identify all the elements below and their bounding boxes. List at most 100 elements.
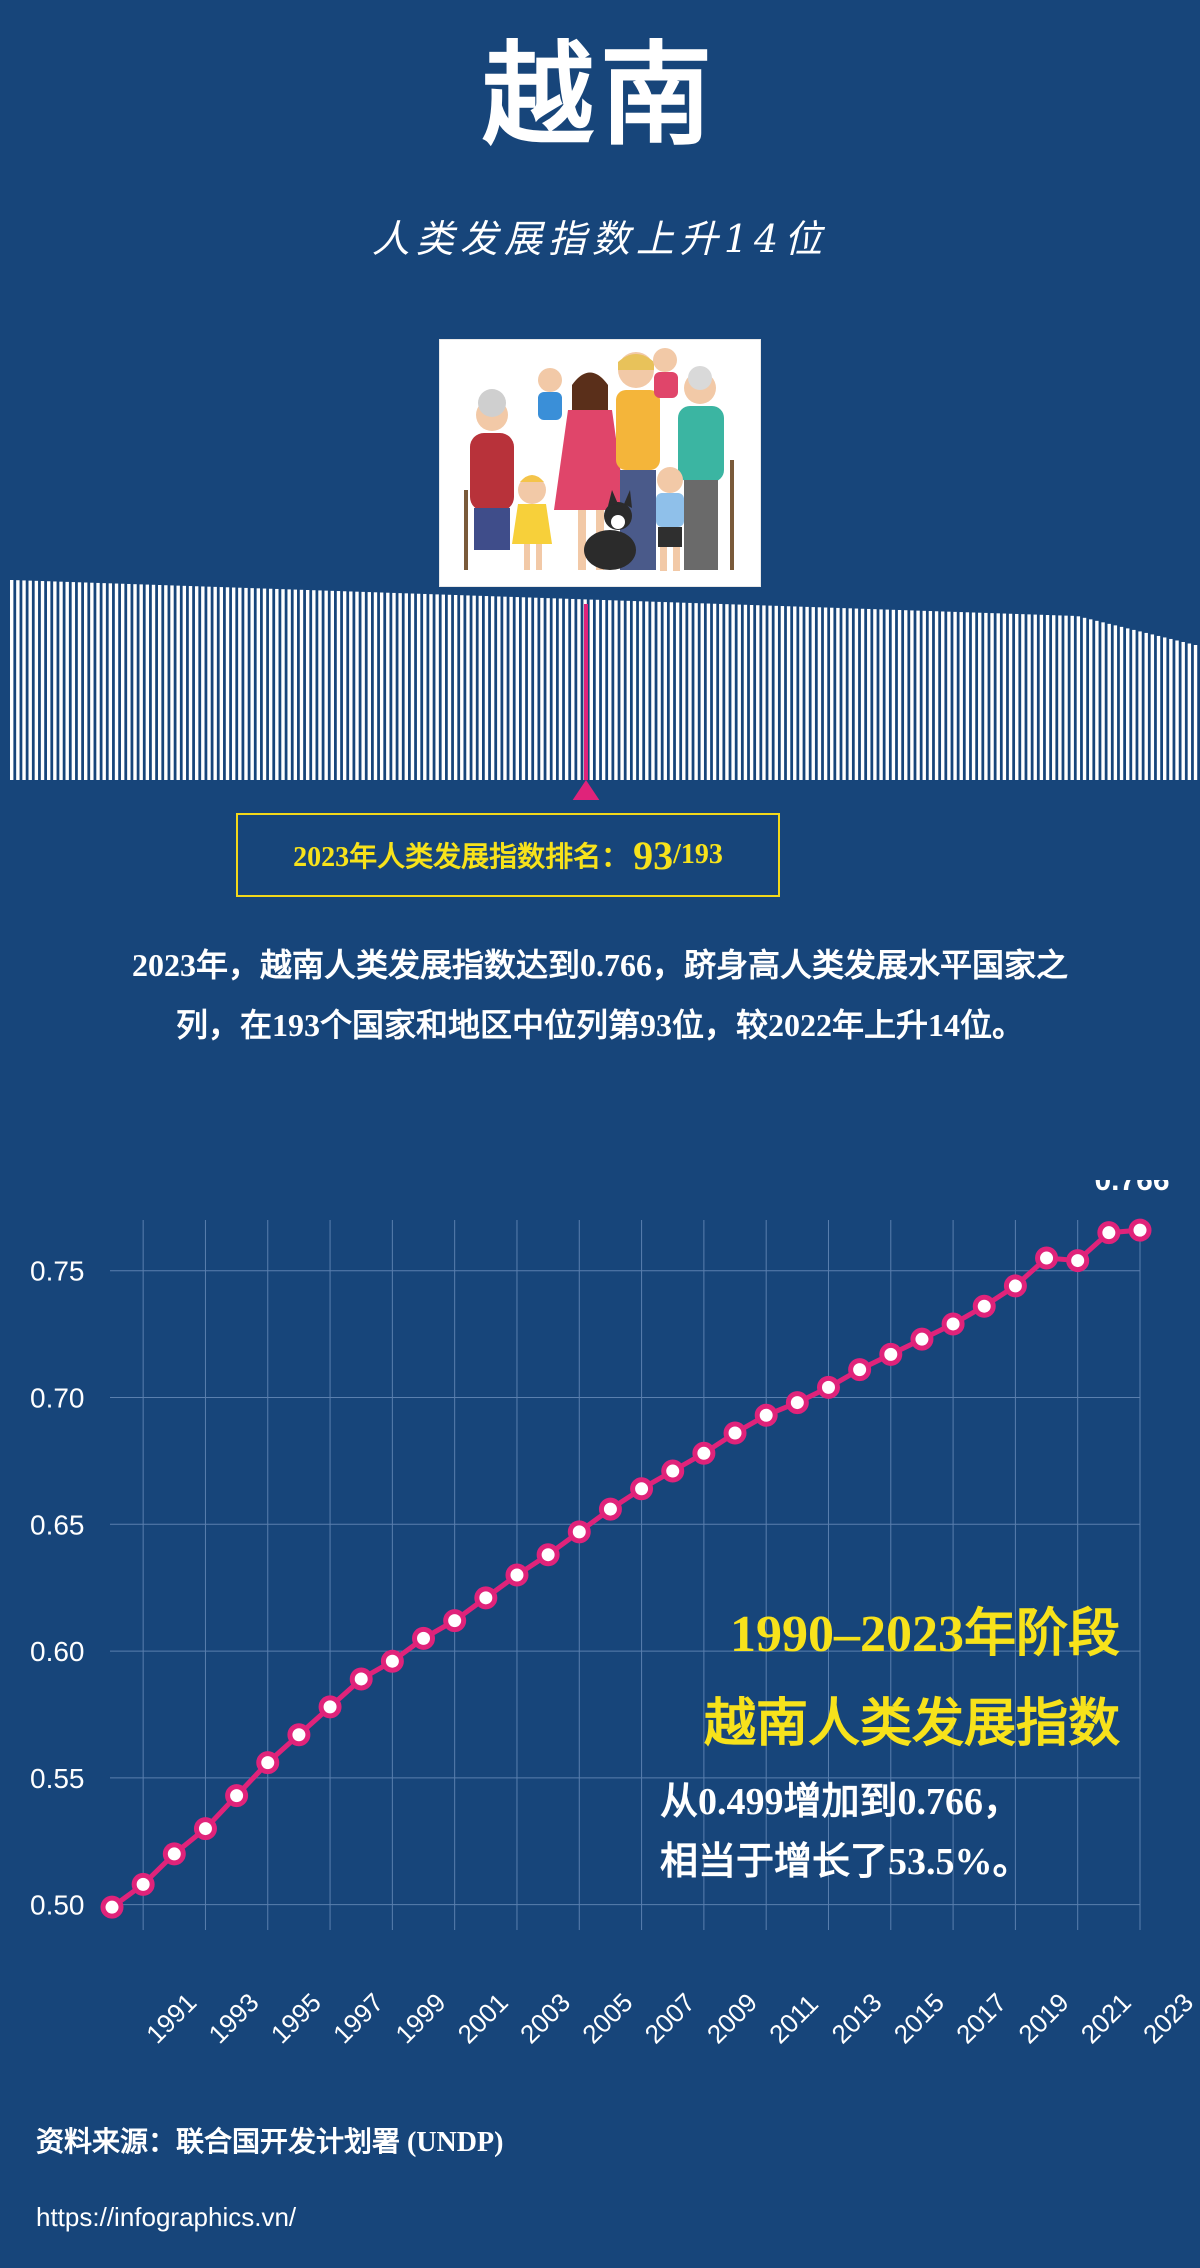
country-bar [59, 581, 63, 780]
country-bar [1126, 628, 1130, 780]
country-bar [250, 588, 254, 781]
country-bar [108, 583, 113, 780]
country-bar [460, 595, 464, 780]
country-bar [453, 595, 458, 780]
hdi-line-chart: 0.500.550.600.650.700.75 1991 1993 1995 199… [30, 1180, 1199, 2049]
country-bar [1070, 615, 1074, 780]
y-tick-label: 0.70 [30, 1383, 85, 1414]
country-bar [638, 601, 643, 780]
country-bar [373, 592, 378, 780]
country-bar [823, 607, 828, 780]
country-bar [318, 590, 322, 780]
country-bar [916, 610, 920, 781]
country-bar [780, 606, 785, 780]
country-bar [805, 606, 809, 781]
country-bar [342, 591, 347, 780]
country-bar [1132, 629, 1136, 780]
country-bar [188, 586, 193, 780]
x-tick-label: 2017 [950, 1987, 1012, 2049]
country-bar [941, 611, 945, 780]
country-bar [398, 593, 402, 781]
country-bar [170, 585, 174, 780]
country-bar [953, 611, 957, 781]
country-bar [46, 581, 51, 780]
ranking-label: 2023年人类发展指数排名： [293, 842, 630, 873]
country-bar [885, 609, 889, 780]
data-point [879, 1342, 903, 1366]
country-bar [830, 607, 834, 780]
country-bar [836, 607, 840, 780]
country-bar [1113, 625, 1118, 780]
country-bar [743, 604, 748, 780]
family-illustration-icon [440, 340, 760, 586]
country-bar [626, 600, 630, 780]
data-point [193, 1817, 217, 1841]
country-bar [558, 598, 563, 780]
country-bar [965, 612, 970, 780]
country-bar [293, 589, 298, 780]
data-point [567, 1520, 591, 1544]
data-point [785, 1391, 809, 1415]
country-bar [478, 595, 482, 780]
data-point [162, 1842, 186, 1866]
country-bar [756, 605, 760, 780]
country-bar [312, 590, 316, 780]
series-line [110, 1227, 1141, 1910]
country-bar [324, 590, 328, 781]
country-bar [867, 608, 871, 780]
country-bar [897, 610, 902, 780]
country-bar [564, 598, 569, 780]
country-bar [120, 583, 125, 780]
description-line: 列，在193个国家和地区中位列第93位，较2022年上升14位。 [175, 1007, 1024, 1043]
note-change: 从0.499增加到0.766， [660, 1781, 1022, 1823]
ranking-box: 2023年人类发展指数排名： 93 /193 [236, 813, 780, 897]
country-bar [28, 580, 32, 781]
country-bar [244, 587, 248, 780]
country-bar [984, 612, 988, 780]
note-growth: 相当于增长了53.5%。 [660, 1841, 1031, 1883]
country-bar [71, 582, 76, 780]
country-bar [904, 610, 908, 780]
country-bar [207, 586, 211, 780]
y-tick-label: 0.65 [30, 1509, 85, 1540]
country-bar [515, 597, 519, 780]
country-bar [934, 611, 939, 780]
country-bar [386, 592, 390, 780]
country-bar [114, 583, 119, 780]
x-tick-label: 1999 [389, 1987, 451, 2049]
x-tick-label: 2023 [1137, 1987, 1199, 2049]
country-bar [53, 581, 57, 780]
country-bar [65, 581, 69, 781]
end-value-label: 0.766 [1094, 1180, 1169, 1197]
x-tick-label: 1995 [265, 1987, 327, 2049]
country-bar [503, 596, 507, 780]
data-point [318, 1695, 342, 1719]
country-bar [22, 580, 26, 780]
data-point [1003, 1274, 1027, 1298]
country-bar [1027, 614, 1031, 781]
country-bar [1095, 620, 1099, 780]
country-bar [786, 606, 791, 780]
country-bar [484, 596, 489, 780]
country-bar [1163, 637, 1167, 780]
country-bar [275, 588, 279, 780]
data-point [630, 1477, 654, 1501]
country-bar [595, 599, 600, 780]
country-bar [262, 588, 267, 780]
website-link[interactable]: https://infographics.vn/ [36, 2202, 297, 2232]
country-bar [164, 585, 168, 780]
country-bar [762, 605, 766, 780]
country-bar [90, 582, 94, 780]
country-bar [1181, 641, 1185, 780]
ranking-total: /193 [673, 839, 723, 870]
source-text: 资料来源：联合国开发计划署 (UNDP) [36, 2127, 504, 2158]
country-bar [571, 598, 575, 780]
country-bar [287, 589, 291, 781]
country-bar [1008, 613, 1013, 780]
country-bar [1144, 632, 1148, 780]
country-bar [614, 600, 618, 780]
country-bar [589, 599, 593, 780]
data-point [100, 1895, 124, 1919]
data-point [380, 1649, 404, 1673]
country-bar [749, 605, 754, 780]
